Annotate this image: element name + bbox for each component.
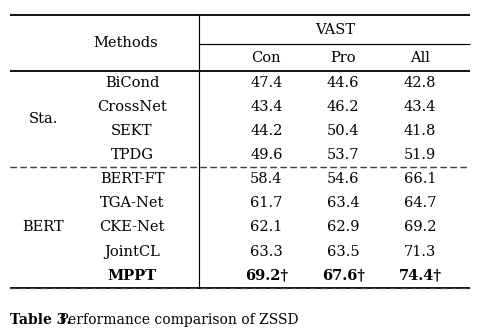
Text: CKE-Net: CKE-Net — [99, 220, 165, 234]
Text: 63.5: 63.5 — [327, 244, 360, 259]
Text: Pro: Pro — [330, 51, 356, 65]
Text: 61.7: 61.7 — [250, 196, 283, 210]
Text: TGA-Net: TGA-Net — [100, 196, 164, 210]
Text: MPPT: MPPT — [108, 269, 156, 283]
Text: Con: Con — [252, 51, 281, 65]
Text: 51.9: 51.9 — [404, 148, 436, 162]
Text: 49.6: 49.6 — [250, 148, 283, 162]
Text: Performance comparison of ZSSD: Performance comparison of ZSSD — [55, 313, 299, 327]
Text: SEKT: SEKT — [111, 124, 153, 138]
Text: 43.4: 43.4 — [404, 100, 436, 114]
Text: 62.1: 62.1 — [250, 220, 283, 234]
Text: 50.4: 50.4 — [327, 124, 360, 138]
Text: Table 3.: Table 3. — [10, 313, 71, 327]
Text: 44.6: 44.6 — [327, 76, 360, 90]
Text: 63.4: 63.4 — [327, 196, 360, 210]
Text: JointCL: JointCL — [104, 244, 160, 259]
Text: 58.4: 58.4 — [250, 172, 283, 186]
Text: BiCond: BiCond — [105, 76, 159, 90]
Text: CrossNet: CrossNet — [97, 100, 167, 114]
Text: 54.6: 54.6 — [327, 172, 360, 186]
Text: All: All — [410, 51, 430, 65]
Text: 64.7: 64.7 — [404, 196, 436, 210]
Text: 69.2: 69.2 — [404, 220, 436, 234]
Text: 71.3: 71.3 — [404, 244, 436, 259]
Text: 41.8: 41.8 — [404, 124, 436, 138]
Text: 47.4: 47.4 — [250, 76, 283, 90]
Text: 46.2: 46.2 — [327, 100, 360, 114]
Text: VAST: VAST — [315, 23, 355, 37]
Text: 62.9: 62.9 — [327, 220, 360, 234]
Text: 44.2: 44.2 — [250, 124, 283, 138]
Text: TPDG: TPDG — [110, 148, 154, 162]
Text: 74.4†: 74.4† — [398, 269, 442, 283]
Text: 43.4: 43.4 — [250, 100, 283, 114]
Text: BERT-FT: BERT-FT — [100, 172, 164, 186]
Text: BERT: BERT — [23, 220, 64, 234]
Text: 69.2†: 69.2† — [245, 269, 288, 283]
Text: 67.6†: 67.6† — [322, 269, 365, 283]
Text: 53.7: 53.7 — [327, 148, 360, 162]
Text: 63.3: 63.3 — [250, 244, 283, 259]
Text: 42.8: 42.8 — [404, 76, 436, 90]
Text: Sta.: Sta. — [28, 112, 58, 126]
Text: 66.1: 66.1 — [404, 172, 436, 186]
Text: Methods: Methods — [94, 36, 158, 50]
